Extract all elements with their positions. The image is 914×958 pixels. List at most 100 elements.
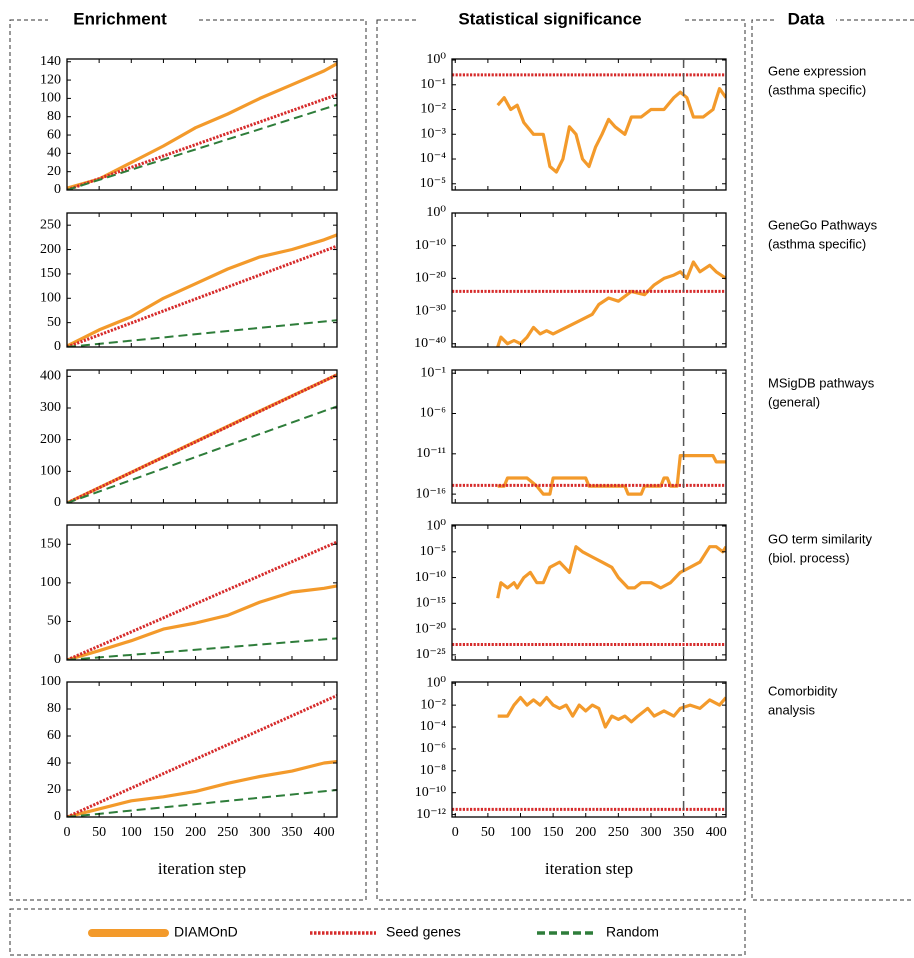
legend-box — [9, 908, 746, 956]
heading-bg — [776, 8, 836, 32]
y-tick-label: 40 — [47, 755, 61, 770]
x-tick-label: 200 — [575, 825, 596, 840]
y-tick-label: 300 — [40, 400, 61, 415]
y-tick-label: 60 — [47, 127, 61, 142]
x-axis-label: iteration step — [158, 859, 246, 878]
plot-frame — [451, 58, 727, 191]
data-row-label: (asthma specific) — [768, 236, 866, 251]
heading-bg — [418, 8, 682, 32]
y-tick-label: 200 — [40, 242, 61, 257]
x-tick-label: 350 — [673, 825, 694, 840]
plot-frame — [66, 212, 338, 348]
y-tick-label: 10⁻⁶ — [420, 406, 446, 421]
legend-label: DIAMOnD — [174, 924, 238, 940]
data-row-label: Comorbidity — [768, 683, 838, 698]
series-line — [67, 319, 337, 347]
x-axis-label: iteration step — [545, 859, 633, 878]
series-line — [67, 584, 337, 660]
x-tick-label: 200 — [185, 825, 206, 840]
legend-label: Seed genes — [386, 924, 461, 940]
x-tick-label: 50 — [481, 825, 495, 840]
series-line — [67, 93, 337, 190]
y-tick-label: 10⁰ — [426, 52, 446, 67]
y-tick-label: 10⁻⁵ — [420, 544, 446, 559]
series-line — [497, 695, 726, 729]
y-tick-label: 80 — [47, 701, 61, 716]
series-line — [67, 244, 337, 347]
y-tick-label: 10⁻¹ — [420, 77, 446, 92]
y-tick-label: 10⁻⁴⁰ — [414, 336, 446, 351]
plot-frame — [451, 681, 727, 818]
data-row-label: Gene expression — [768, 63, 866, 78]
legend-label: Random — [606, 924, 659, 940]
y-tick-label: 200 — [40, 432, 61, 447]
x-tick-label: 300 — [249, 825, 270, 840]
y-tick-label: 10⁻¹¹ — [416, 446, 446, 461]
series-line — [67, 405, 337, 503]
y-tick-label: 10⁻¹² — [416, 807, 446, 822]
section-heading: Data — [788, 9, 825, 28]
y-tick-label: 10⁻² — [420, 697, 446, 712]
series-line — [497, 454, 726, 496]
x-tick-label: 150 — [153, 825, 174, 840]
plot-frame — [66, 524, 338, 661]
y-tick-label: 10⁻⁸ — [420, 763, 446, 778]
y-tick-label: 150 — [40, 266, 61, 281]
series-line — [67, 373, 337, 503]
y-tick-label: 50 — [47, 315, 61, 330]
y-tick-label: 140 — [40, 54, 61, 69]
series-line — [496, 260, 726, 347]
data-row-label: (general) — [768, 394, 820, 409]
data-row-label: GO term similarity — [768, 531, 873, 546]
x-tick-label: 0 — [64, 825, 71, 840]
x-tick-label: 350 — [282, 825, 303, 840]
y-tick-label: 10⁻¹ — [420, 365, 446, 380]
x-tick-label: 300 — [640, 825, 661, 840]
y-tick-label: 100 — [40, 91, 61, 106]
y-tick-label: 0 — [54, 495, 61, 510]
y-tick-label: 120 — [40, 72, 61, 87]
data-row-label: (asthma specific) — [768, 82, 866, 97]
y-tick-label: 10⁻¹⁰ — [415, 785, 447, 800]
y-tick-label: 10⁻²⁵ — [416, 647, 447, 662]
y-tick-label: 50 — [47, 614, 61, 629]
y-tick-label: 10⁻⁴ — [420, 719, 446, 734]
section-heading: Statistical significance — [458, 9, 641, 28]
x-tick-label: 400 — [314, 825, 335, 840]
x-tick-label: 0 — [452, 825, 459, 840]
series-line — [67, 540, 337, 660]
series-line — [67, 62, 337, 190]
section-heading: Enrichment — [73, 9, 167, 28]
y-tick-label: 20 — [47, 782, 61, 797]
x-tick-label: 100 — [121, 825, 142, 840]
plot-frame — [451, 524, 727, 661]
y-tick-label: 250 — [40, 217, 61, 232]
y-tick-label: 10⁻⁴ — [420, 151, 446, 166]
x-tick-label: 250 — [217, 825, 238, 840]
y-tick-label: 10⁰ — [426, 205, 446, 220]
series-line — [67, 233, 337, 347]
x-tick-label: 50 — [92, 825, 106, 840]
y-tick-label: 10⁰ — [426, 518, 446, 533]
y-tick-label: 400 — [40, 369, 61, 384]
data-row-label: analysis — [768, 702, 815, 717]
y-tick-label: 10⁻¹⁰ — [415, 238, 447, 253]
y-tick-label: 60 — [47, 728, 61, 743]
y-tick-label: 0 — [54, 339, 61, 354]
y-tick-label: 150 — [40, 537, 61, 552]
series-line — [67, 694, 337, 817]
y-tick-label: 100 — [40, 575, 61, 590]
data-box — [751, 19, 914, 901]
y-tick-label: 10⁻¹⁰ — [415, 570, 447, 585]
plot-frame — [66, 369, 338, 504]
y-tick-label: 100 — [40, 290, 61, 305]
series-line — [67, 103, 337, 190]
plot-frame — [451, 369, 727, 504]
y-tick-label: 10⁻² — [420, 102, 446, 117]
y-tick-label: 10⁻¹⁶ — [416, 486, 447, 501]
series-line — [67, 789, 337, 817]
series-line — [67, 637, 337, 660]
y-tick-label: 10⁻²⁰ — [415, 271, 447, 286]
plot-frame — [66, 681, 338, 818]
x-tick-label: 100 — [510, 825, 531, 840]
